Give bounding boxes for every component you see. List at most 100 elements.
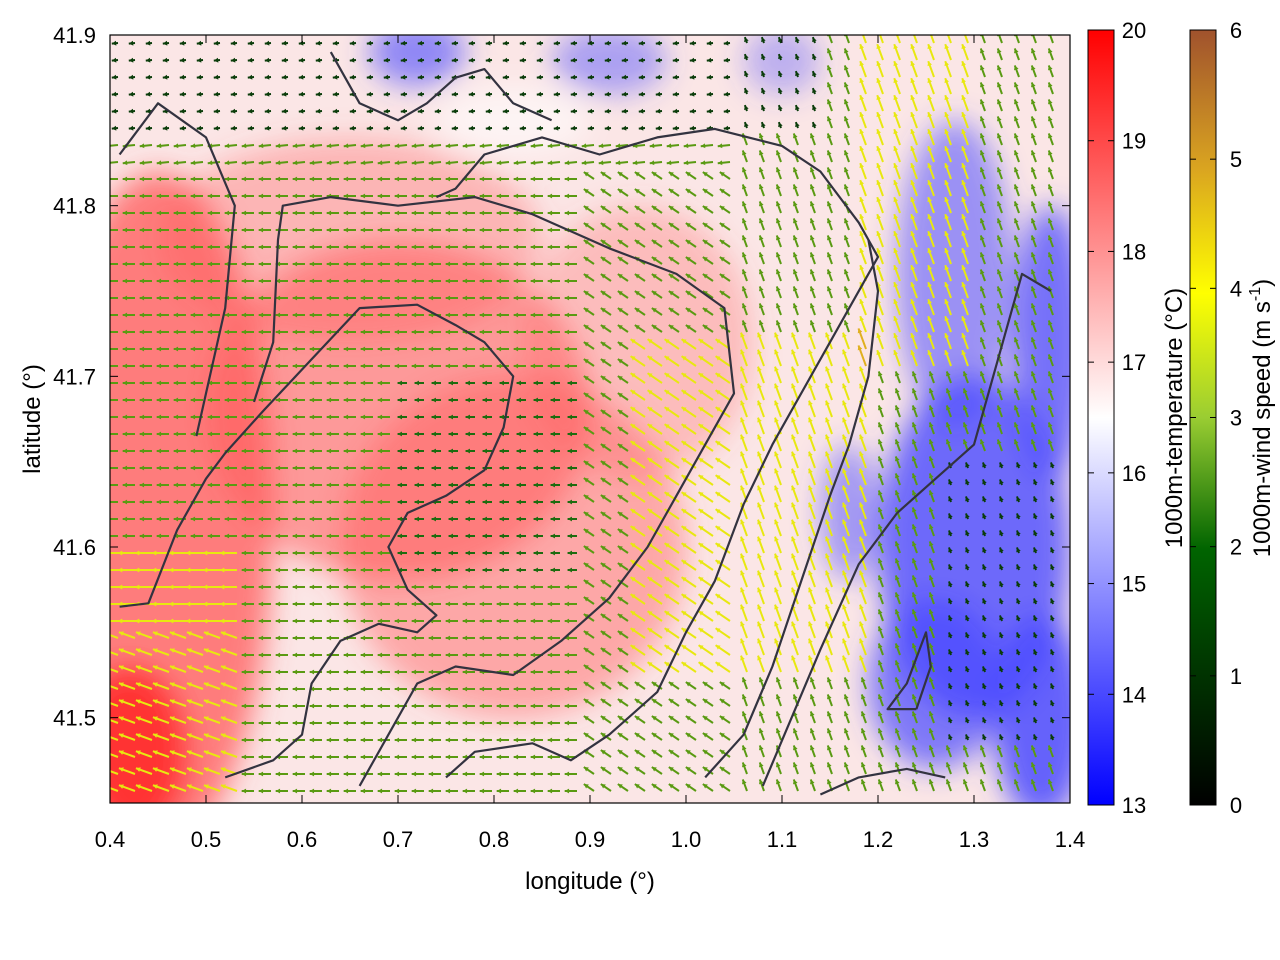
wind-arrow-head [482, 448, 487, 454]
wind-arrow-head [224, 533, 230, 539]
wind-arrow-head [651, 308, 657, 313]
wind-arrow-head [581, 160, 587, 166]
wind-arrow-head [715, 390, 721, 395]
wind-arrow-head [664, 577, 670, 582]
wind-arrow-head [169, 733, 175, 738]
wind-arrow-head [360, 618, 366, 624]
wind-arrow-head [326, 737, 332, 743]
wind-arrow-head [241, 720, 247, 726]
wind-arrow-head [999, 598, 1004, 604]
wind-arrow-head [564, 618, 570, 624]
wind-arrow-head [190, 143, 196, 149]
wind-arrow-head [275, 788, 281, 794]
wind-arrow-head [630, 356, 636, 361]
wind-arrow-head [982, 700, 987, 706]
wind-arrow-head [638, 108, 644, 114]
wind-arrow-head [759, 184, 764, 190]
wind-arrow-head [980, 65, 985, 71]
wind-arrow-head [980, 184, 985, 190]
wind-arrow-head [827, 320, 832, 326]
wind-arrow-head [634, 206, 640, 211]
wind-arrow-head [479, 295, 485, 301]
wind-arrow-head [224, 210, 230, 216]
wind-arrow [110, 736, 119, 741]
wind-arrow-head [553, 40, 559, 46]
wind-arrow-head [102, 784, 107, 789]
wind-arrow-head [445, 143, 451, 149]
wind-arrow-head [258, 193, 264, 199]
wind-arrow-head [1033, 683, 1038, 689]
wind-arrow-head [929, 405, 934, 411]
wind-arrow-head [139, 346, 145, 352]
wind-arrow-head [122, 380, 128, 386]
wind-arrow-head [878, 643, 883, 649]
wind-arrow-head [759, 677, 764, 683]
wind-arrow-head [411, 244, 417, 250]
wind-arrow-head [111, 40, 117, 46]
wind-arrow-head [742, 201, 747, 207]
temperature-blob [897, 120, 1013, 428]
wind-arrow-head [634, 223, 640, 228]
wind-arrow-head [997, 133, 1002, 139]
wind-arrow-head [617, 376, 623, 381]
wind-arrow-head [842, 485, 847, 491]
wind-arrow-head [893, 333, 898, 339]
wind-arrow-head [173, 261, 179, 267]
wind-arrow-head [570, 74, 576, 80]
wind-arrow-head [533, 567, 538, 573]
wind-arrow-head [982, 632, 987, 638]
wind-arrow-head [878, 575, 883, 581]
wind-arrow-head [547, 143, 553, 149]
wind-arrow-head [343, 244, 349, 250]
wind-arrow-head [651, 682, 657, 687]
wind-arrow-head [550, 431, 555, 437]
wind-arrow-head [1048, 99, 1053, 105]
wind-arrow-head [241, 448, 247, 454]
wind-arrow-head [1031, 48, 1036, 54]
wind-arrow-head [791, 434, 796, 440]
wind-arrow-head [462, 703, 468, 709]
wind-arrow-head [275, 160, 281, 166]
wind-arrow-head [965, 666, 970, 672]
wind-arrow-head [685, 308, 691, 313]
wind-arrow-head [139, 465, 145, 471]
wind-arrow-head [479, 754, 485, 760]
wind-arrow-head [360, 771, 366, 777]
wind-arrow-head [944, 282, 949, 288]
wind-arrow-head [895, 643, 900, 649]
wind-arrow-head [893, 129, 898, 135]
wind-arrow-head [139, 397, 145, 403]
wind-arrow-head [445, 312, 451, 318]
wind-arrow-head [740, 332, 745, 338]
wind-arrow-head [496, 584, 502, 590]
wind-arrow-head [564, 278, 570, 284]
wind-arrow-head [740, 468, 745, 474]
wind-arrow-head [292, 397, 298, 403]
wind-arrow-head [982, 683, 987, 689]
wind-arrow-head [759, 150, 764, 156]
wind-arrow-head [634, 172, 640, 177]
wind-arrow-head [997, 184, 1002, 190]
wind-arrow-head [513, 754, 519, 760]
wind-arrow-head [740, 383, 745, 389]
wind-arrow-head [681, 475, 687, 480]
wind-arrow-head [776, 320, 781, 326]
wind-arrow-head [1033, 649, 1038, 655]
wind-arrow-head [893, 248, 898, 254]
wind-arrow [998, 35, 1003, 44]
wind-arrow-head [128, 57, 134, 63]
wind-arrow-head [281, 74, 287, 80]
wind-arrow-head [315, 108, 321, 114]
wind-arrow-head [343, 567, 349, 573]
wind-arrow-head [844, 286, 849, 292]
wind-arrow-head [944, 27, 949, 32]
wind-arrow-head [944, 44, 949, 50]
wind-arrow-head [647, 390, 653, 395]
wind-arrow-head [567, 567, 572, 573]
wind-arrow-head [275, 703, 281, 709]
wind-arrow-head [135, 767, 141, 772]
wind-arrow-head [428, 788, 434, 794]
wind-arrow-head [825, 417, 830, 423]
wind-arrow-head [377, 550, 383, 556]
wind-arrow-head [893, 27, 898, 32]
